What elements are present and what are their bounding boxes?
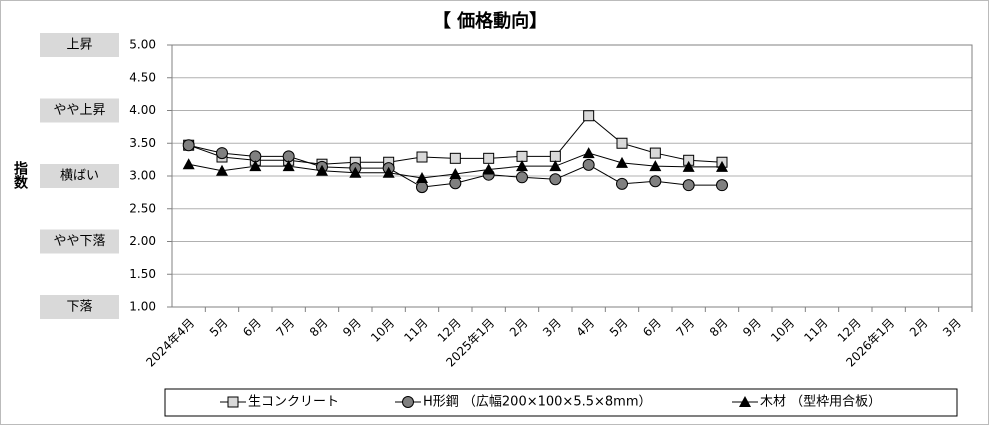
data-point [549,150,561,162]
legend-marker [402,396,414,408]
legend-label: 木材 （型枠用合板） [760,395,881,410]
data-point [716,160,728,172]
data-point [216,164,228,176]
y-tick-label: 2.00 [129,234,156,248]
y-tick-label: 4.50 [129,70,156,84]
data-point [616,137,628,149]
data-point [649,175,662,188]
data-point [682,160,695,172]
data-point [582,147,595,159]
legend-marker [739,396,751,407]
data-point [416,171,428,183]
legend-marker [227,396,239,408]
y-axis-label: 指数 [12,160,28,190]
data-point [216,147,228,160]
level-box [40,229,119,254]
data-point [649,147,661,159]
data-point [449,168,462,180]
data-point [549,173,562,186]
y-tick-label: 5.00 [129,38,156,52]
data-point [483,152,495,164]
data-point [516,160,528,172]
y-tick-label: 3.00 [129,169,156,183]
data-point [282,160,295,172]
data-point [682,179,695,192]
data-point [616,156,628,168]
level-box [40,295,119,319]
level-label: やや上昇 [53,103,105,118]
data-point [349,166,362,178]
data-point [416,151,428,163]
data-point [449,177,462,190]
level-box [40,33,119,57]
data-point [316,164,328,176]
legend-label: 生コンクリート [248,395,339,410]
data-point [549,160,562,172]
data-point [516,171,528,184]
level-label: 横ばい [60,169,99,184]
data-point [382,166,395,178]
data-point [582,158,595,171]
data-point [449,152,461,164]
level-box [40,164,119,188]
level-label: 下落 [66,300,92,315]
y-tick-label: 1.50 [129,267,156,281]
level-label: 上昇 [66,38,92,53]
y-tick-label: 3.50 [129,136,156,150]
y-tick-label: 1.00 [129,300,156,314]
data-point [616,177,628,190]
data-point [716,179,728,192]
data-point [182,158,195,170]
y-tick-label: 2.50 [129,201,156,215]
level-label: やや下落 [53,234,105,249]
legend-frame [164,388,958,417]
data-point [516,150,528,162]
level-box [40,98,119,123]
data-point [649,160,662,172]
chart-title: 【 価格動向】 [433,10,547,32]
data-point [182,139,195,152]
y-tick-label: 4.00 [129,103,156,117]
legend-label: H形鋼 （広幅200×100×5.5×8mm） [423,395,651,410]
data-point [583,110,595,122]
data-point [482,163,495,175]
data-point [249,160,262,172]
data-point [416,181,428,194]
